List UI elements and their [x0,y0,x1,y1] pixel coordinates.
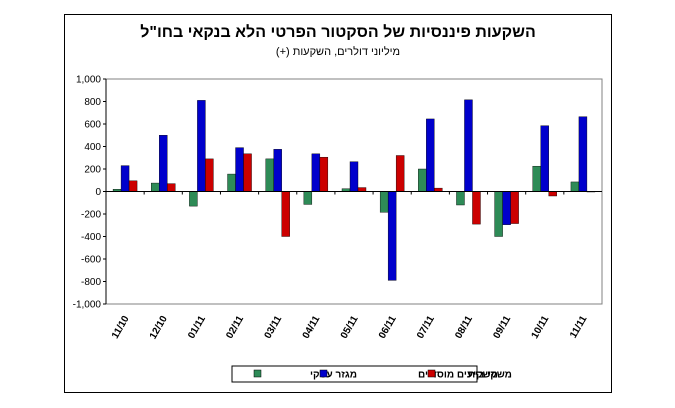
x-tick-label: 08/11 [453,314,475,341]
bar [472,191,481,225]
bar [532,165,541,192]
y-tick-label: -600 [81,255,101,266]
bar [395,155,405,192]
x-tick-label: 04/11 [301,314,323,341]
bar [494,191,503,237]
bar [281,191,290,237]
legend-swatch [427,369,436,378]
bar [197,100,206,192]
y-tick-label: 800 [84,97,101,108]
bar [349,161,359,192]
bar [167,183,176,192]
bar [464,99,473,192]
bar [273,149,282,192]
x-tick-label: 03/11 [263,314,285,341]
legend-label: משקי בית [468,370,512,381]
bar [548,191,557,197]
legend-swatch [253,369,262,378]
bar [303,191,313,205]
bar [159,135,168,192]
bar [570,181,580,192]
bar [387,191,397,281]
bar [418,168,427,192]
bar [379,191,389,213]
y-tick-label: 600 [84,120,101,131]
bar [227,173,236,192]
bar [311,153,321,192]
bar [128,180,138,192]
bar [235,147,244,192]
bar [189,191,198,207]
legend-label: מגזר עסקי [310,370,357,381]
legend-box [231,365,478,383]
bar [265,158,274,192]
legend-swatch [319,369,328,378]
legend-label: משקיעים מוסדיים [418,370,498,381]
y-tick-label: -200 [81,210,101,221]
bar [243,153,252,192]
y-tick-label: 400 [84,142,101,153]
bar [426,118,435,192]
y-tick-label: -1,000 [73,300,102,311]
y-tick-label: 200 [84,165,101,176]
x-tick-label: 11/11 [568,314,590,341]
bar [578,116,588,192]
bar [151,182,160,192]
x-tick-label: 05/11 [339,314,361,341]
bar [357,187,367,192]
x-tick-label: 09/11 [491,314,513,341]
x-tick-label: 06/11 [377,314,399,341]
y-axis-ticks: -1,000 -800 -600 -400 -200 0 200 400 600 800 1,000 [73,75,107,311]
x-tick-label: 02/11 [224,314,246,341]
bar [502,191,511,225]
bar [205,158,214,192]
y-tick-label: 1,000 [76,75,101,86]
y-tick-label: 0 [95,187,101,198]
chart-subtitle: מיליוני דולרים, השקעות (+) [275,46,401,58]
bar [434,187,443,192]
y-tick-label: -400 [81,232,101,243]
chart-title: השקעות פיננסיות של הסקטור הפרטי הלא בנקא… [140,24,536,41]
bar [456,191,465,206]
x-tick-label: 07/11 [415,314,437,341]
bar [319,156,329,192]
bar [540,125,549,192]
y-tick-label: -800 [81,277,101,288]
x-tick-label: 10/11 [530,314,552,341]
bar [510,191,519,224]
x-tick-label: 11/10 [110,314,132,341]
bar [120,165,130,192]
bars [112,99,596,281]
x-tick-label: 01/11 [186,314,208,341]
x-tick-label: 12/10 [148,314,170,342]
